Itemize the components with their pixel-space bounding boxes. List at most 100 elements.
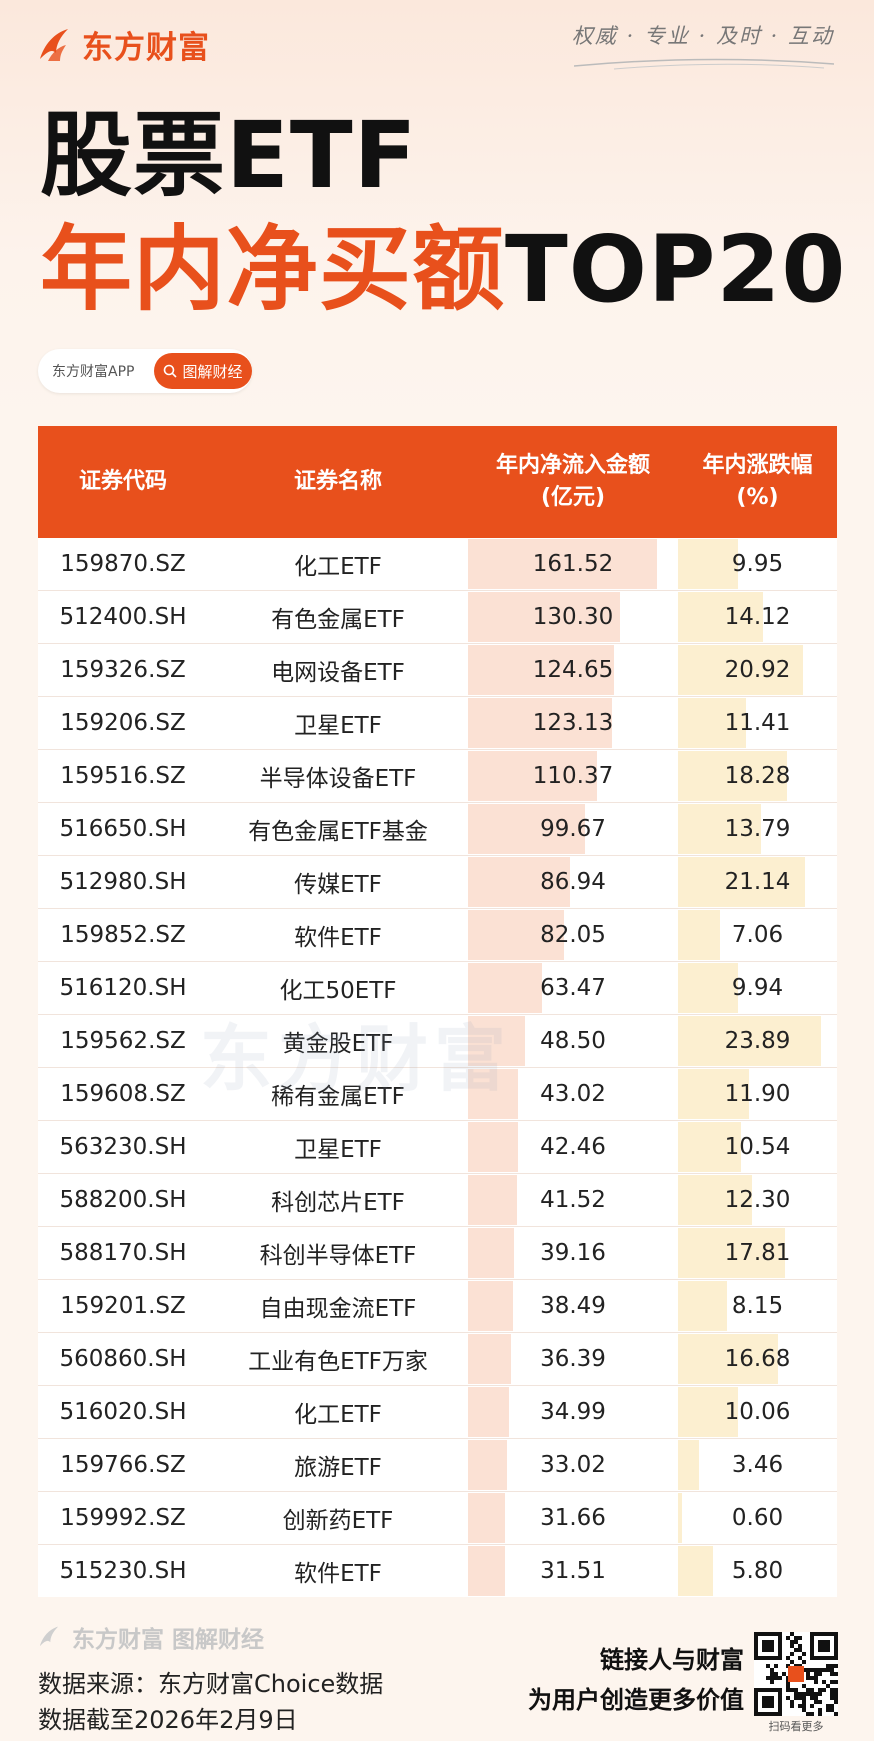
table-row: 516650.SH 有色金属ETF基金 99.67 13.79 (38, 803, 837, 856)
cell-inflow-value: 110.37 (532, 763, 614, 789)
cell-name: 有色金属ETF (208, 591, 468, 643)
cell-inflow-bar (468, 1228, 514, 1278)
cell-change: 20.92 (678, 644, 837, 696)
cell-change-value: 16.68 (724, 1346, 791, 1372)
cell-change-value: 9.94 (731, 975, 784, 1001)
cell-change: 23.89 (678, 1015, 837, 1067)
cell-name-value: 科创芯片ETF (271, 1190, 405, 1216)
cell-inflow: 43.02 (468, 1068, 678, 1120)
cell-inflow-value: 161.52 (532, 551, 614, 577)
cell-change: 18.28 (678, 750, 837, 802)
cell-name: 有色金属ETF基金 (208, 803, 468, 855)
cell-inflow-value: 99.67 (540, 816, 606, 842)
cell-change-value: 11.90 (724, 1081, 791, 1107)
cell-change: 13.79 (678, 803, 837, 855)
cell-inflow-value: 48.50 (540, 1028, 606, 1054)
cell-code-value: 159326.SZ (60, 657, 186, 683)
cell-inflow: 42.46 (468, 1121, 678, 1173)
cell-inflow-bar (468, 857, 570, 907)
cell-inflow: 63.47 (468, 962, 678, 1014)
brand-name: 东方财富 (82, 30, 210, 66)
brand-slogan: 权威 · 专业 · 及时 · 互动 (571, 24, 834, 48)
cell-inflow: 82.05 (468, 909, 678, 961)
cell-change-bar (678, 1440, 699, 1490)
source-tag: 东方财富APP 图解财经 (38, 349, 252, 393)
cell-inflow-value: 31.51 (540, 1558, 606, 1584)
cell-name-value: 稀有金属ETF (271, 1084, 405, 1110)
cell-change-value: 7.06 (731, 922, 784, 948)
header-name: 证券名称 (208, 426, 468, 538)
cell-change-bar (678, 698, 747, 748)
cell-change: 5.80 (678, 1545, 837, 1597)
subtitle-rest: TOP20 (505, 216, 847, 323)
cell-name-value: 软件ETF (294, 1561, 382, 1587)
cell-inflow: 31.51 (468, 1545, 678, 1597)
table-row: 516020.SH 化工ETF 34.99 10.06 (38, 1386, 837, 1439)
cell-code: 512980.SH (38, 856, 208, 908)
cell-name: 旅游ETF (208, 1439, 468, 1491)
cell-code-value: 159516.SZ (60, 763, 186, 789)
cell-change-bar (678, 963, 738, 1013)
cell-inflow-bar (468, 1440, 507, 1490)
cell-inflow-bar (468, 1016, 525, 1066)
cell-change-value: 9.95 (731, 551, 784, 577)
cell-name-value: 化工50ETF (279, 978, 397, 1004)
data-date: 数据截至2026年2月9日 (38, 1706, 298, 1734)
table-row: 159201.SZ 自由现金流ETF 38.49 8.15 (38, 1280, 837, 1333)
footer-logo: 东方财富 图解财经 (36, 1620, 264, 1654)
topic-button[interactable]: 图解财经 (153, 353, 252, 389)
cell-name: 半导体设备ETF (208, 750, 468, 802)
cell-change: 3.46 (678, 1439, 837, 1491)
cell-code-value: 159992.SZ (60, 1505, 186, 1531)
cell-code-value: 516020.SH (59, 1399, 187, 1425)
slogan-swoosh (574, 58, 834, 70)
cell-name: 传媒ETF (208, 856, 468, 908)
cell-name: 卫星ETF (208, 697, 468, 749)
cell-change: 12.30 (678, 1174, 837, 1226)
table-row: 159206.SZ 卫星ETF 123.13 11.41 (38, 697, 837, 750)
page-title: 股票ETF (40, 102, 418, 209)
cell-code: 159608.SZ (38, 1068, 208, 1120)
cell-change-value: 18.28 (724, 763, 791, 789)
cell-inflow: 38.49 (468, 1280, 678, 1332)
cell-code-value: 512980.SH (59, 869, 187, 895)
cell-inflow-bar (468, 1493, 506, 1543)
cell-code: 159766.SZ (38, 1439, 208, 1491)
qr-code[interactable] (754, 1632, 838, 1716)
header-code: 证券代码 (38, 426, 208, 538)
cell-name: 化工ETF (208, 538, 468, 590)
etf-table: 证券代码 证券名称 年内净流入金额 (亿元) 年内涨跌幅 (%) 159870.… (38, 426, 837, 1597)
cell-code-value: 516650.SH (59, 816, 187, 842)
cell-name-value: 工业有色ETF万家 (248, 1349, 428, 1375)
cell-inflow-bar (468, 963, 543, 1013)
cell-change-value: 21.14 (724, 869, 791, 895)
table-row: 159326.SZ 电网设备ETF 124.65 20.92 (38, 644, 837, 697)
cell-change-value: 3.46 (731, 1452, 784, 1478)
cell-code: 563230.SH (38, 1121, 208, 1173)
cell-change: 7.06 (678, 909, 837, 961)
cell-change: 10.06 (678, 1386, 837, 1438)
cell-code-value: 159562.SZ (60, 1028, 186, 1054)
table-row: 560860.SH 工业有色ETF万家 36.39 16.68 (38, 1333, 837, 1386)
cell-inflow: 130.30 (468, 591, 678, 643)
cell-code-value: 159870.SZ (60, 551, 186, 577)
cell-change-bar (678, 1334, 778, 1384)
cell-inflow-bar (468, 1334, 511, 1384)
cell-name: 自由现金流ETF (208, 1280, 468, 1332)
cell-inflow-value: 36.39 (540, 1346, 606, 1372)
data-source: 数据来源：东方财富Choice数据 (38, 1670, 384, 1698)
cell-name: 稀有金属ETF (208, 1068, 468, 1120)
cell-change-bar (678, 910, 721, 960)
cell-name-value: 创新药ETF (282, 1508, 394, 1534)
cell-code-value: 516120.SH (59, 975, 187, 1001)
footer-slogan-line2: 为用户创造更多价值 (528, 1686, 744, 1714)
header-change-label: 年内涨跌幅 (702, 453, 813, 479)
table-row: 588200.SH 科创芯片ETF 41.52 12.30 (38, 1174, 837, 1227)
cell-change-bar (678, 1069, 750, 1119)
table-row: 159608.SZ 稀有金属ETF 43.02 11.90 (38, 1068, 837, 1121)
cell-change-value: 17.81 (724, 1240, 791, 1266)
cell-inflow-value: 33.02 (540, 1452, 606, 1478)
cell-code: 159870.SZ (38, 538, 208, 590)
cell-code-value: 159206.SZ (60, 710, 186, 736)
cell-name: 黄金股ETF (208, 1015, 468, 1067)
